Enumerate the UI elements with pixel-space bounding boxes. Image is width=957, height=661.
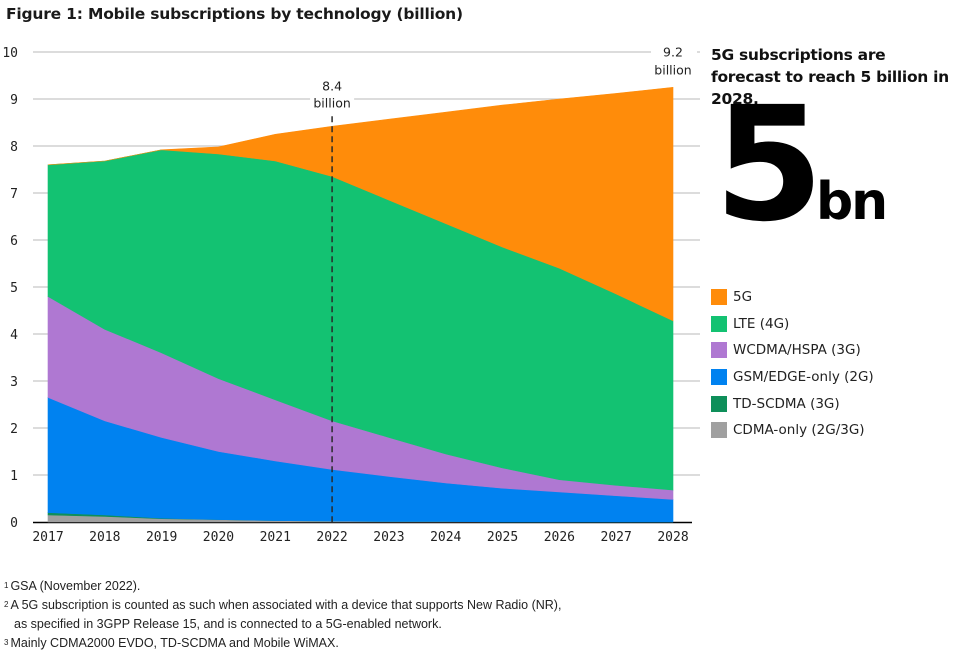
- annotation-unit: billion: [654, 62, 691, 77]
- x-tick-label: 2020: [203, 530, 234, 545]
- x-tick-label: 2023: [373, 530, 404, 545]
- y-tick-label: 8: [10, 140, 18, 155]
- footnote-text: GSA (November 2022).: [10, 579, 141, 593]
- x-tick-label: 2018: [89, 530, 120, 545]
- footnote-text: as specified in 3GPP Release 15, and is …: [14, 617, 442, 631]
- annotation-value: 8.4: [322, 78, 342, 93]
- x-tick-label: 2019: [146, 530, 177, 545]
- legend-label: LTE (4G): [733, 315, 790, 332]
- y-tick-label: 6: [10, 234, 18, 249]
- footnote: 3 Mainly CDMA2000 EVDO, TD-SCDMA and Mobi…: [4, 634, 561, 653]
- legend-swatch: [711, 369, 727, 386]
- annotation-value: 9.2: [663, 44, 683, 59]
- legend-label: CDMA-only (2G/3G): [733, 422, 865, 439]
- chart-legend: 5G LTE (4G) WCDMA/HSPA (3G) GSM/EDGE-only (…: [711, 284, 874, 444]
- x-tick-label: 2027: [601, 530, 632, 545]
- big-stat-unit: bn: [815, 172, 888, 232]
- legend-swatch: [711, 315, 727, 332]
- figure-title: Figure 1: Mobile subscriptions by techno…: [6, 5, 463, 23]
- legend-swatch: [711, 289, 727, 306]
- legend-item: 5G: [711, 284, 874, 311]
- legend-item: WCDMA/HSPA (3G): [711, 337, 874, 364]
- legend-label: TD-SCDMA (3G): [733, 395, 840, 412]
- y-axis-ticks: 0 1 2 3 4 5 6 7 8 9 10: [2, 46, 18, 531]
- y-tick-label: 4: [10, 328, 18, 343]
- legend-label: WCDMA/HSPA (3G): [733, 342, 861, 359]
- footnote-text: Mainly CDMA2000 EVDO, TD-SCDMA and Mobil…: [10, 636, 339, 650]
- x-tick-label: 2021: [260, 530, 291, 545]
- x-tick-label: 2022: [316, 530, 347, 545]
- footnotes: 1 GSA (November 2022). 2 A 5G subscription …: [4, 577, 561, 653]
- footnote-mark: 3: [4, 638, 9, 647]
- legend-swatch: [711, 422, 727, 439]
- footnote: as specified in 3GPP Release 15, and is …: [4, 615, 561, 634]
- footnote-text: A 5G subscription is counted as such whe…: [10, 598, 562, 612]
- annotation-bg: [310, 72, 355, 113]
- x-tick-label: 2024: [430, 530, 461, 545]
- legend-swatch: [711, 395, 727, 412]
- y-tick-label: 0: [10, 516, 18, 531]
- y-tick-label: 1: [10, 469, 18, 484]
- legend-item: TD-SCDMA (3G): [711, 390, 874, 417]
- legend-label: GSM/EDGE-only (2G): [733, 369, 874, 386]
- legend-swatch: [711, 342, 727, 359]
- y-tick-label: 10: [2, 46, 18, 61]
- y-tick-label: 9: [10, 93, 18, 108]
- area-5g: [47, 86, 674, 322]
- x-tick-label: 2026: [544, 530, 575, 545]
- legend-item: GSM/EDGE-only (2G): [711, 364, 874, 391]
- x-tick-label: 2017: [32, 530, 63, 545]
- y-tick-label: 7: [10, 187, 18, 202]
- footnote-mark: 2: [4, 600, 9, 609]
- footnote-mark: 1: [4, 581, 9, 590]
- legend-item: CDMA-only (2G/3G): [711, 417, 874, 444]
- footnote: 1 GSA (November 2022).: [4, 577, 561, 596]
- x-tick-label: 2028: [657, 530, 688, 545]
- annotations: 8.4 billion 9.2 billion: [310, 39, 697, 522]
- y-tick-label: 2: [10, 422, 18, 437]
- x-tick-label: 2025: [487, 530, 518, 545]
- y-tick-label: 5: [10, 281, 18, 296]
- big-stat-number: 5: [714, 73, 824, 257]
- legend-item: LTE (4G): [711, 311, 874, 338]
- forecast-headline: 5G subscriptions are forecast to reach 5…: [711, 46, 949, 108]
- big-stat: 5bn: [714, 73, 888, 257]
- area-series: [47, 86, 674, 523]
- x-axis-ticks: 2017 2018 2019 2020 2021 2022 2023 2024 2025 2026…: [32, 530, 688, 545]
- annotation-bg: [651, 39, 697, 82]
- y-tick-label: 3: [10, 375, 18, 390]
- annotation-unit: billion: [313, 95, 350, 110]
- legend-label: 5G: [733, 289, 753, 306]
